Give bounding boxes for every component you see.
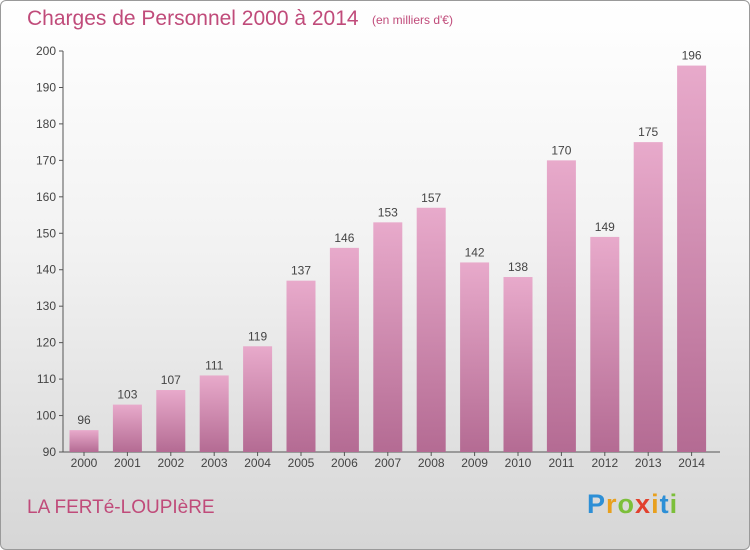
data-label: 142 xyxy=(465,245,485,259)
commune-name: LA FERTé-LOUPIèRE xyxy=(27,497,215,518)
y-tick-label: 140 xyxy=(36,263,56,277)
data-label: 138 xyxy=(508,260,528,274)
y-tick-label: 190 xyxy=(36,80,56,94)
y-tick-label: 130 xyxy=(36,299,56,313)
x-tick-label: 2005 xyxy=(288,456,315,470)
data-label: 153 xyxy=(378,205,398,219)
bar xyxy=(329,247,359,452)
data-label: 111 xyxy=(205,358,224,372)
bar xyxy=(69,430,99,452)
y-tick-label: 120 xyxy=(36,336,56,350)
data-label: 175 xyxy=(638,125,658,139)
bar xyxy=(199,375,229,452)
x-tick-label: 2004 xyxy=(244,456,271,470)
x-tick-label: 2013 xyxy=(635,456,662,470)
bar xyxy=(286,280,316,452)
data-label: 119 xyxy=(248,329,267,343)
x-tick-label: 2008 xyxy=(418,456,445,470)
bar xyxy=(416,207,446,452)
bar xyxy=(677,65,707,452)
y-tick-label: 90 xyxy=(43,445,57,459)
data-label: 170 xyxy=(551,143,571,157)
y-tick-label: 160 xyxy=(36,190,56,204)
x-tick-label: 2003 xyxy=(201,456,228,470)
data-label: 137 xyxy=(291,264,311,278)
y-tick-label: 150 xyxy=(36,226,56,240)
bar xyxy=(243,346,273,452)
x-tick-label: 2007 xyxy=(374,456,401,470)
proxiti-logo: Proxiti xyxy=(587,489,679,519)
x-tick-label: 2006 xyxy=(331,456,358,470)
x-tick-label: 2009 xyxy=(461,456,488,470)
data-label: 107 xyxy=(161,373,181,387)
data-label: 146 xyxy=(334,231,354,245)
x-tick-label: 2001 xyxy=(114,456,141,470)
y-tick-label: 200 xyxy=(36,44,56,58)
data-label: 96 xyxy=(77,413,91,427)
y-tick-label: 170 xyxy=(36,153,56,167)
data-label: 196 xyxy=(682,49,702,63)
x-tick-label: 2002 xyxy=(157,456,184,470)
y-tick-label: 110 xyxy=(37,372,56,386)
data-label: 149 xyxy=(595,220,615,234)
x-tick-label: 2010 xyxy=(505,456,532,470)
bar xyxy=(503,277,533,452)
x-tick-label: 2000 xyxy=(71,456,98,470)
bar xyxy=(112,404,142,452)
bar xyxy=(590,236,620,452)
x-tick-label: 2011 xyxy=(548,456,574,470)
data-label: 103 xyxy=(117,388,137,402)
chart-subtitle: (en milliers d'€) xyxy=(372,13,453,27)
x-tick-label: 2012 xyxy=(591,456,618,470)
bar xyxy=(633,142,663,453)
x-tick-label: 2014 xyxy=(678,456,705,470)
y-tick-label: 180 xyxy=(36,117,56,131)
bar xyxy=(156,390,186,452)
bar xyxy=(460,262,490,452)
chart-title: Charges de Personnel 2000 à 2014 xyxy=(27,7,359,30)
bar xyxy=(373,222,403,452)
bar xyxy=(546,160,576,452)
data-label: 157 xyxy=(421,191,441,205)
y-tick-label: 100 xyxy=(36,409,56,423)
